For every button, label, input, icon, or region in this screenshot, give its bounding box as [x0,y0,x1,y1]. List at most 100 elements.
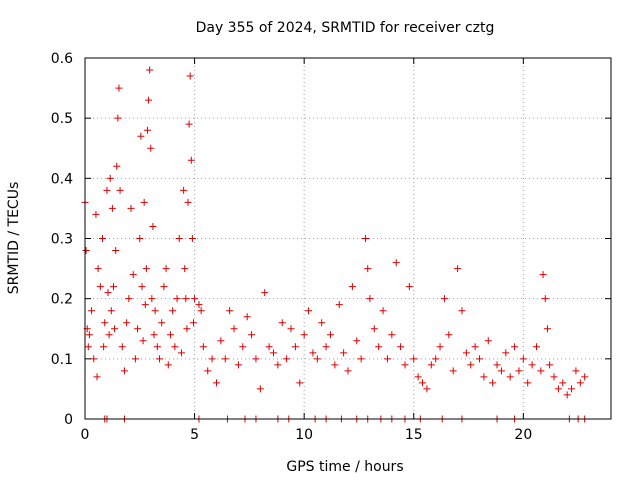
data-point [340,349,348,357]
y-tick-label: 0 [64,412,73,428]
data-point [401,361,409,369]
data-point [96,283,104,291]
data-point [296,379,304,387]
data-point [467,361,475,369]
data-point [405,283,413,291]
x-tick-label: 15 [405,427,423,443]
data-point [189,319,197,327]
data-point [528,361,536,369]
data-point [123,319,131,327]
data-point [287,325,295,333]
x-tick-label: 10 [295,427,313,443]
data-point [93,373,101,381]
data-point [305,307,313,315]
data-point [84,343,92,351]
data-point [563,391,571,399]
data-point [150,331,158,339]
y-tick-label: 0.1 [51,352,73,368]
data-point [243,313,251,321]
data-point [497,367,505,375]
data-point [107,307,115,315]
data-point [183,325,191,333]
data-point [410,355,418,363]
data-point [543,325,551,333]
data-point [118,343,126,351]
data-point [103,186,111,194]
data-point [114,114,122,122]
data-point [458,307,466,315]
data-point [519,355,527,363]
data-point [559,379,567,387]
data-point [156,355,164,363]
y-tick-label: 0.4 [51,171,73,187]
data-point [195,301,203,309]
data-point [104,289,112,297]
data-point [101,319,109,327]
data-point [82,247,90,255]
data-point [125,295,133,303]
data-point [511,343,519,351]
data-point [313,355,321,363]
data-point [493,361,501,369]
data-point [318,319,326,327]
data-point [184,198,192,206]
data-point [335,301,343,309]
data-point [160,283,168,291]
data-point [278,319,286,327]
data-point [388,331,396,339]
data-point [131,355,139,363]
y-tick-label: 0.3 [51,232,73,248]
data-point [462,349,470,357]
data-point [186,72,194,80]
data-point [185,120,193,128]
data-point [502,349,510,357]
data-point [221,355,229,363]
data-point [344,367,352,375]
data-point [139,337,147,345]
data-point [256,385,264,393]
data-point [568,385,576,393]
data-point [90,355,98,363]
y-tick-label: 0.2 [51,292,73,308]
data-point [134,325,142,333]
data-point [362,235,370,242]
data-point [489,379,497,387]
data-point [539,271,547,279]
data-point [440,295,448,303]
axis-ticks: 0 5 10 15 20 0 0.1 0.2 0.3 0.4 0.5 0.6 [51,51,611,443]
data-point [269,349,277,357]
data-point [116,186,124,194]
data-point [94,265,102,273]
data-point [581,373,589,381]
data-point [151,307,159,315]
data-point [111,325,119,333]
y-axis-label: SRMTID / TECUs [6,182,22,295]
data-point [106,174,114,182]
data-point [109,283,117,291]
data-point [217,337,225,345]
data-point [484,337,492,345]
x-tick-label: 0 [81,427,90,443]
data-point [92,210,100,218]
data-point [85,331,93,339]
data-point [261,289,269,297]
data-point [383,355,391,363]
x-axis-label: GPS time / hours [286,459,403,475]
data-point [291,343,299,351]
data-point [550,373,558,381]
data-point [331,361,339,369]
data-point [204,367,212,375]
data-point [147,144,155,152]
data-point [432,355,440,363]
y-tick-label: 0.6 [51,51,73,67]
data-point [423,385,431,393]
data-point [153,343,161,351]
data-point [546,361,554,369]
data-point [191,295,199,303]
data-point [515,367,523,375]
data-point [164,361,172,369]
data-point [141,301,149,309]
data-point [148,295,156,303]
data-point [162,265,170,273]
